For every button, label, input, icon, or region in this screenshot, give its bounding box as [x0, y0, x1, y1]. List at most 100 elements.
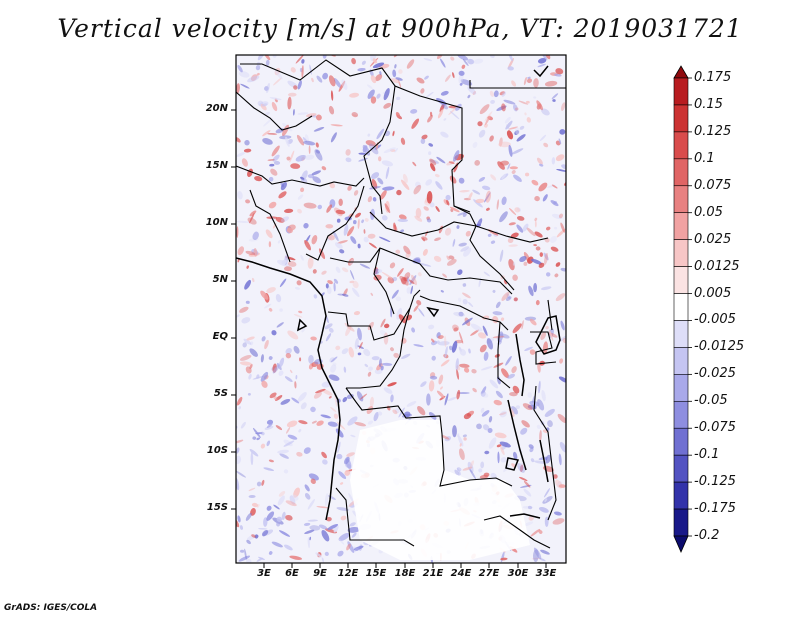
velocity-cell — [349, 522, 356, 527]
velocity-cell — [541, 108, 550, 116]
velocity-cell — [405, 250, 412, 258]
velocity-cell — [474, 160, 481, 166]
velocity-cell — [512, 323, 522, 334]
velocity-cell — [296, 134, 305, 146]
velocity-cell — [239, 525, 243, 530]
velocity-cell — [508, 144, 513, 157]
velocity-cell — [296, 451, 303, 457]
velocity-cell — [307, 498, 315, 510]
velocity-cell — [469, 468, 477, 480]
velocity-cell — [238, 406, 242, 410]
velocity-cell — [367, 233, 376, 239]
velocity-cell — [459, 443, 462, 447]
velocity-cell — [276, 521, 281, 527]
velocity-cell — [370, 96, 377, 104]
velocity-cell — [401, 179, 410, 190]
velocity-cell — [329, 182, 336, 189]
velocity-cell — [426, 393, 431, 406]
velocity-cell — [279, 453, 290, 459]
velocity-cell — [305, 113, 317, 118]
velocity-cell — [524, 112, 527, 116]
colorbar-label: 0.15 — [694, 96, 723, 112]
colorbar-top-arrow — [673, 65, 689, 79]
velocity-cell — [398, 407, 405, 418]
velocity-cell — [271, 101, 278, 112]
velocity-cell — [336, 453, 343, 460]
velocity-cell — [251, 277, 255, 283]
velocity-cell — [488, 415, 493, 423]
velocity-cell — [555, 154, 565, 162]
velocity-cell — [295, 55, 304, 64]
colorbar-swatch — [673, 293, 689, 321]
velocity-cell — [539, 134, 547, 142]
velocity-cell — [457, 392, 470, 394]
velocity-cell — [453, 311, 465, 317]
velocity-cell — [268, 459, 274, 463]
velocity-cell — [353, 190, 359, 196]
velocity-cell — [289, 555, 302, 560]
velocity-cell — [456, 365, 461, 371]
velocity-cell — [453, 150, 460, 162]
velocity-cell — [492, 289, 496, 293]
velocity-cell — [359, 341, 363, 349]
velocity-cell — [330, 90, 334, 101]
colorbar-label: 0.125 — [694, 123, 732, 139]
velocity-cell — [303, 202, 317, 209]
velocity-cell — [284, 208, 294, 214]
velocity-cell — [534, 195, 540, 202]
velocity-cell — [378, 236, 391, 242]
velocity-cell — [526, 117, 531, 123]
velocity-cell — [486, 207, 490, 211]
velocity-cell — [236, 226, 239, 238]
velocity-cell — [325, 333, 332, 342]
velocity-cell — [452, 72, 455, 79]
velocity-cell — [459, 348, 467, 356]
velocity-cell — [559, 129, 566, 135]
velocity-cell — [329, 357, 335, 363]
velocity-cell — [444, 393, 449, 406]
velocity-cell — [558, 453, 562, 466]
velocity-cell — [382, 186, 395, 191]
velocity-cell — [431, 338, 435, 343]
velocity-cell — [398, 314, 407, 324]
velocity-cell — [478, 129, 486, 138]
velocity-cell — [239, 361, 252, 366]
velocity-cell — [320, 414, 331, 419]
velocity-cell — [358, 152, 366, 155]
velocity-cell — [242, 342, 247, 348]
velocity-cell — [348, 346, 355, 358]
velocity-cell — [290, 67, 296, 73]
velocity-cell — [379, 71, 382, 76]
velocity-cell — [462, 434, 467, 438]
velocity-cell — [538, 380, 541, 394]
velocity-cell — [254, 534, 259, 539]
velocity-cell — [420, 138, 426, 144]
velocity-cell — [359, 393, 368, 400]
velocity-cell — [399, 275, 409, 286]
velocity-cell — [265, 229, 273, 239]
velocity-cell — [550, 200, 559, 207]
velocity-cell — [287, 96, 292, 110]
velocity-cell — [492, 311, 503, 316]
velocity-cell — [282, 124, 289, 137]
velocity-cell — [381, 160, 394, 167]
velocity-cell — [495, 390, 503, 399]
velocity-cell — [248, 487, 256, 492]
velocity-cell — [452, 425, 457, 438]
velocity-cell — [445, 194, 451, 201]
velocity-cell — [396, 307, 403, 320]
velocity-cell — [517, 462, 524, 467]
velocity-cell — [313, 294, 318, 299]
velocity-cell — [431, 355, 436, 361]
velocity-cell — [489, 379, 499, 389]
velocity-cell — [457, 269, 463, 276]
colorbar-label: 0.025 — [694, 231, 732, 247]
velocity-cell — [261, 103, 268, 107]
colorbar-label: -0.0125 — [694, 339, 745, 355]
colorbar-swatch — [673, 454, 689, 483]
velocity-cell — [316, 506, 329, 509]
velocity-cell — [371, 356, 380, 361]
velocity-cell — [480, 461, 485, 469]
velocity-cell — [499, 445, 505, 456]
